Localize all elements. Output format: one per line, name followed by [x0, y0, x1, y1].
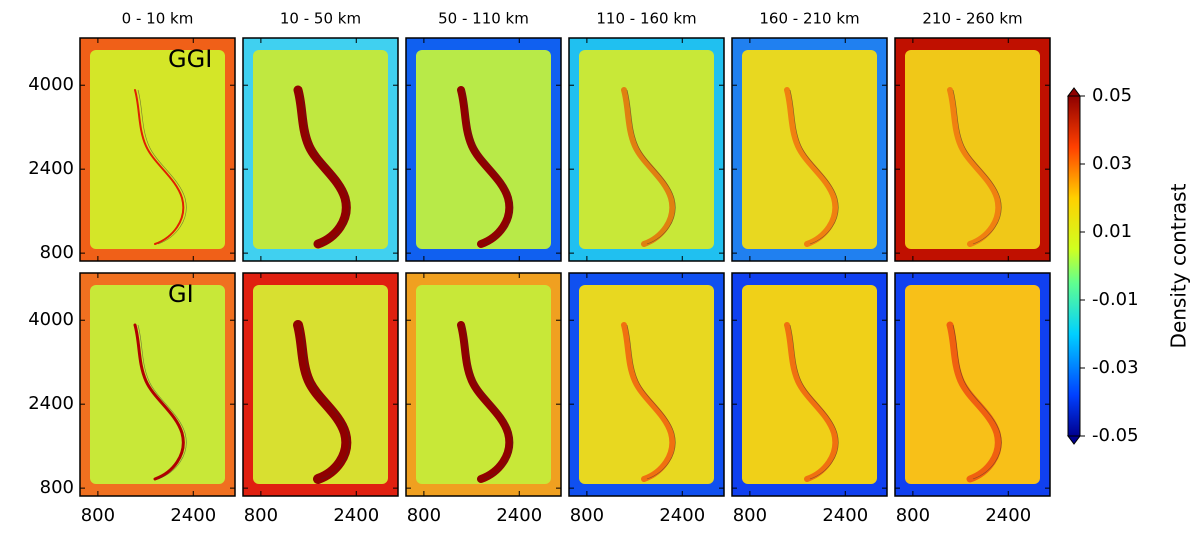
- colorbar-label: Density contrast: [1167, 183, 1191, 348]
- panel-frame: [242, 272, 399, 497]
- anomaly: [293, 85, 351, 249]
- x-tick-label: 800: [733, 505, 767, 526]
- anomaly: [134, 89, 185, 245]
- x-tick-label: 2400: [496, 505, 542, 526]
- column-title: 160 - 210 km: [759, 10, 859, 28]
- panel-frame: [568, 37, 725, 262]
- colorbar-scale: [1067, 95, 1081, 437]
- outline: [463, 89, 513, 245]
- outline: [952, 89, 1002, 245]
- panel-frame: [894, 37, 1051, 262]
- anomaly: [947, 87, 1002, 247]
- row-label: GGI: [168, 45, 212, 73]
- colorbar-tick-label: 0.01: [1092, 221, 1132, 242]
- anomaly: [946, 321, 1002, 483]
- x-tick-label: 2400: [659, 505, 705, 526]
- panel-frame: [568, 272, 725, 497]
- column-title: 50 - 110 km: [438, 10, 529, 28]
- colorbar-tick-label: -0.01: [1092, 289, 1139, 310]
- outline: [789, 89, 839, 245]
- panel-frame: [894, 272, 1051, 497]
- x-tick-label: 800: [244, 505, 278, 526]
- anomaly: [293, 320, 352, 484]
- y-tick-label: 800: [40, 477, 74, 498]
- panel-field: [416, 285, 551, 484]
- colorbar-tick-label: 0.03: [1092, 153, 1132, 174]
- panel-field: [90, 50, 225, 249]
- panel-field: [253, 50, 388, 249]
- anomaly: [133, 323, 185, 481]
- anomaly: [621, 322, 676, 482]
- outline: [137, 89, 187, 245]
- colorbar-tick-label: -0.03: [1092, 357, 1139, 378]
- x-tick-label: 2400: [985, 505, 1031, 526]
- column-title: 10 - 50 km: [280, 10, 361, 28]
- panel-field: [905, 285, 1040, 484]
- x-tick-label: 800: [81, 505, 115, 526]
- colorbar-tick-label: 0.05: [1092, 85, 1132, 106]
- outline: [300, 89, 350, 245]
- panels: 800 2400 4000 0 - 10 km 10 - 50 km 50 - 110 k…: [28, 10, 1051, 526]
- outline: [952, 324, 1002, 480]
- outline: [789, 324, 839, 480]
- anomaly: [784, 87, 839, 247]
- y-tick-label: 800: [40, 242, 74, 263]
- panel-field: [416, 50, 551, 249]
- y-tick-label: 2400: [28, 158, 74, 179]
- panel-frame: [405, 272, 562, 497]
- outline: [626, 324, 676, 480]
- colorbar-tick-label: -0.05: [1092, 425, 1139, 446]
- anomaly: [457, 321, 514, 483]
- panel-frame: [79, 37, 236, 262]
- x-tick-label: 800: [896, 505, 930, 526]
- y-tick-label: 4000: [28, 309, 74, 330]
- x-tick-label: 800: [570, 505, 604, 526]
- panel-field: [742, 50, 877, 249]
- colorbar: Density contrast 0.05 0.03 0.01 -0.01 -0.03 -…: [1067, 85, 1191, 446]
- panel-frame: [731, 37, 888, 262]
- anomaly: [457, 86, 514, 248]
- x-tick-label: 2400: [333, 505, 379, 526]
- x-tick-label: 2400: [170, 505, 216, 526]
- outline: [137, 324, 187, 480]
- column-title: 0 - 10 km: [122, 10, 194, 28]
- colorbar-extend: [1067, 435, 1081, 445]
- colorbar-extend: [1067, 87, 1081, 97]
- anomaly: [784, 322, 839, 482]
- y-tick-label: 2400: [28, 393, 74, 414]
- column-title: 210 - 260 km: [922, 10, 1022, 28]
- column-title: 110 - 160 km: [596, 10, 696, 28]
- panel-field: [253, 285, 388, 484]
- x-tick-label: 2400: [822, 505, 868, 526]
- outline: [626, 89, 676, 245]
- panel-field: [579, 50, 714, 249]
- panel-frame: [79, 272, 236, 497]
- anomaly: [621, 87, 676, 247]
- x-tick-label: 800: [407, 505, 441, 526]
- row-label: GI: [168, 280, 194, 308]
- panel-field: [90, 285, 225, 484]
- outline: [300, 324, 350, 480]
- panel-frame: [405, 37, 562, 262]
- panel-field: [742, 285, 877, 484]
- panel-frame: [731, 272, 888, 497]
- panel-field: [905, 50, 1040, 249]
- panel-frame: [242, 37, 399, 262]
- y-tick-label: 4000: [28, 74, 74, 95]
- outline: [463, 324, 513, 480]
- panel-field: [579, 285, 714, 484]
